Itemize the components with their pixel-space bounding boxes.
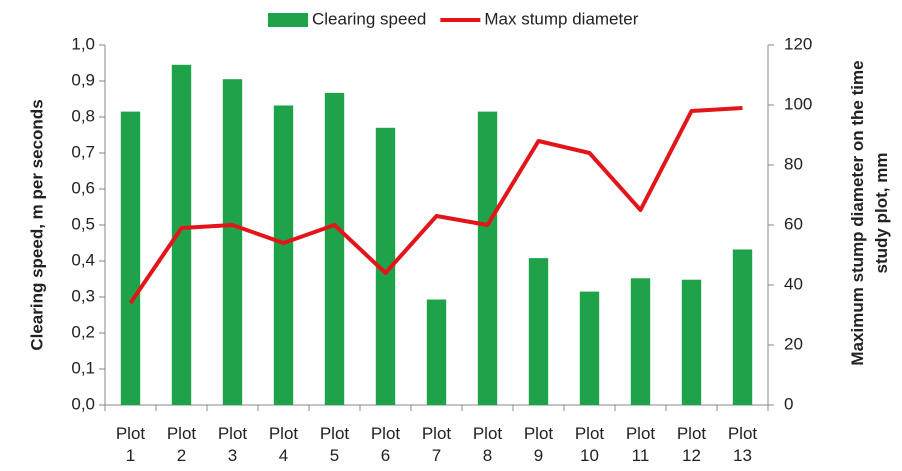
y-tick-label: 0,5 (71, 214, 95, 233)
bar (171, 64, 192, 406)
bar (477, 111, 498, 405)
bar (528, 258, 549, 405)
y2-tick-label: 40 (784, 274, 803, 293)
y2-axis-title: Maximum stump diameter on the time study… (848, 60, 891, 366)
y2-tick-label: 80 (784, 154, 803, 173)
bar (732, 249, 753, 405)
x-tick-label: Plot 12 (676, 424, 707, 465)
x-tick-label: Plot 5 (319, 424, 350, 465)
bar (426, 299, 447, 405)
y2-tick-label: 20 (784, 334, 803, 353)
y2-tick-label: 120 (784, 34, 812, 53)
y-tick-label: 0,3 (71, 286, 95, 305)
y-tick-label: 0,0 (71, 394, 95, 413)
x-tick-label: Plot 2 (166, 424, 197, 465)
x-tick-label: Plot 6 (370, 424, 401, 465)
x-tick-label: Plot 4 (268, 424, 299, 465)
y2-tick-label: 100 (784, 94, 812, 113)
x-tick-label: Plot 13 (727, 424, 758, 465)
x-tick-label: Plot 11 (625, 424, 656, 465)
line (128, 106, 743, 305)
y-tick-label: 0,2 (71, 322, 95, 341)
x-tick-label: Plot 3 (217, 424, 248, 465)
y-tick-label: 0,6 (71, 178, 95, 197)
y-tick-label: 0,9 (71, 70, 95, 89)
bar (324, 92, 345, 405)
y-tick-label: 0,8 (71, 106, 95, 125)
y-tick-label: 0,1 (71, 358, 95, 377)
y2-tick-label: 0 (784, 394, 793, 413)
x-tick-label: Plot 1 (115, 424, 146, 465)
bar (579, 291, 600, 405)
y-tick-label: 1,0 (71, 34, 95, 53)
x-tick-label: Plot 7 (421, 424, 452, 465)
legend-label: Clearing speed (312, 9, 426, 28)
bar (375, 127, 396, 406)
y2-tick-label: 60 (784, 214, 803, 233)
bar (222, 79, 243, 405)
x-tick-label: Plot 8 (472, 424, 503, 465)
x-tick-label: Plot 9 (523, 424, 554, 465)
legend-swatch (268, 13, 308, 27)
x-tick-label: Plot 10 (574, 424, 605, 465)
bar (681, 279, 702, 405)
legend-label: Max stump diameter (484, 9, 638, 28)
bar (120, 111, 141, 405)
y-axis-title: Clearing speed, m per seconds (27, 99, 46, 350)
bar (273, 105, 294, 405)
y-tick-label: 0,7 (71, 142, 95, 161)
y-tick-label: 0,4 (71, 250, 95, 269)
bar (630, 278, 651, 405)
